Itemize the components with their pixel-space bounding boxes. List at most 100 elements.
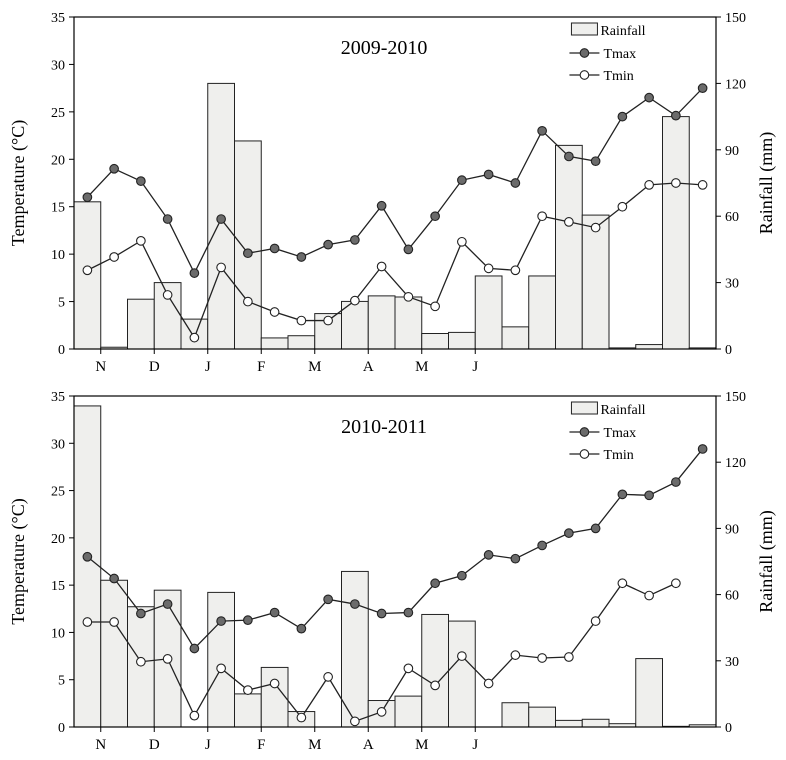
right-tick-label: 0	[725, 721, 732, 736]
tmin-point	[671, 578, 681, 589]
rainfall-bar	[474, 275, 503, 350]
rainfall-bar	[73, 201, 102, 350]
right-tick-label: 60	[725, 210, 739, 225]
rainfall-bar	[555, 719, 583, 728]
rainfall-bar	[73, 405, 102, 728]
legend-tmin-label: Tmin	[603, 448, 633, 463]
right-tick-label: 30	[725, 655, 739, 670]
right-tick-label: 0	[725, 343, 732, 358]
rainfall-bar	[394, 695, 423, 728]
tmax-point	[82, 192, 93, 203]
rainfall-bar	[341, 570, 369, 728]
rainfall-bar	[528, 275, 556, 350]
right-tick-label: 30	[725, 277, 739, 292]
tmax-point	[671, 477, 681, 487]
month-label: D	[149, 359, 160, 375]
left-tick-label: 5	[58, 674, 65, 689]
panel-title: 2009-2010	[341, 37, 428, 59]
tmin-point	[403, 663, 414, 674]
month-label: N	[95, 737, 106, 753]
month-label: M	[308, 359, 321, 375]
left-tick-label: 10	[51, 248, 65, 263]
tmin-point	[296, 712, 307, 723]
tmin-point	[376, 707, 387, 717]
y-axis-left-title: Temperature (°C)	[8, 498, 29, 624]
tmin-point	[350, 295, 360, 306]
rainfall-bar	[260, 337, 289, 350]
tmax-point	[617, 111, 628, 122]
tmax-point	[109, 163, 119, 174]
rainfall-bar	[234, 140, 262, 350]
y-axis-right-title: Rainfall (mm)	[756, 510, 777, 612]
legend-tmax-label: Tmax	[603, 426, 636, 441]
legend: Rainfall Tmax Tmin	[569, 22, 646, 84]
tmin-point	[430, 680, 440, 691]
left-tick-label: 25	[51, 485, 65, 500]
rainfall-bar	[234, 693, 262, 728]
legend-tmin-marker	[579, 449, 590, 459]
tmin-line	[87, 182, 703, 340]
tmax-point	[537, 540, 547, 551]
tmax-point	[189, 268, 200, 278]
tmin-point	[82, 617, 93, 627]
tmax-point	[483, 550, 494, 560]
left-tick-label: 35	[51, 390, 65, 405]
tmax-point	[697, 444, 708, 454]
rainfall-bar	[528, 706, 556, 728]
tmax-point	[82, 551, 93, 562]
tmax-point	[564, 151, 574, 162]
tmax-point	[537, 125, 547, 136]
tmin-point	[644, 180, 654, 190]
rainfall-bar	[448, 331, 476, 350]
tmax-point	[243, 615, 253, 625]
tmax-point	[296, 252, 307, 262]
rainfall-bar	[581, 718, 610, 728]
right-tick-label: 90	[725, 144, 739, 159]
tmin-point	[457, 236, 467, 247]
tmax-point	[136, 608, 146, 619]
month-label: J	[472, 359, 478, 375]
left-tick-label: 0	[58, 721, 65, 736]
month-label: D	[149, 737, 160, 753]
tmax-point	[216, 214, 226, 224]
tmin-point	[617, 201, 628, 212]
month-label: J	[472, 737, 478, 753]
tmin-point	[243, 296, 253, 307]
rainfall-bar	[581, 214, 610, 350]
tmin-point	[590, 222, 601, 233]
left-tick-label: 35	[51, 11, 65, 26]
month-label: M	[415, 359, 428, 375]
tmin-point	[189, 332, 200, 343]
tmin-point	[269, 678, 280, 689]
rainfall-bar	[394, 296, 423, 350]
month-label: M	[308, 737, 321, 753]
left-tick-label: 10	[51, 626, 65, 641]
rainfall-bar	[635, 658, 663, 728]
tmin-point	[162, 290, 173, 300]
tmax-point	[457, 175, 467, 186]
tmax-point	[136, 176, 146, 186]
panel-title: 2010-2011	[341, 416, 427, 438]
tmin-point	[564, 217, 574, 227]
tmin-point	[403, 291, 414, 302]
tmax-point	[243, 248, 253, 259]
tmin-point	[269, 307, 280, 317]
rainfall-bar	[501, 326, 530, 350]
tmax-point	[323, 239, 333, 250]
legend-tmax-marker	[579, 427, 590, 437]
right-tick-label: 150	[725, 11, 746, 26]
tmin-point	[243, 685, 253, 695]
month-label: F	[257, 737, 265, 753]
tmin-point	[136, 656, 146, 667]
tmax-point	[162, 214, 173, 224]
plot-frame	[73, 395, 717, 728]
legend-tmin-marker	[579, 70, 590, 80]
tmin-point	[376, 261, 387, 272]
tmax-point	[376, 608, 387, 619]
tmax-point	[269, 607, 280, 618]
tmin-point	[136, 236, 146, 246]
tmax-point	[430, 578, 440, 589]
tmin-point	[510, 650, 521, 660]
rainfall-bar	[448, 620, 476, 728]
